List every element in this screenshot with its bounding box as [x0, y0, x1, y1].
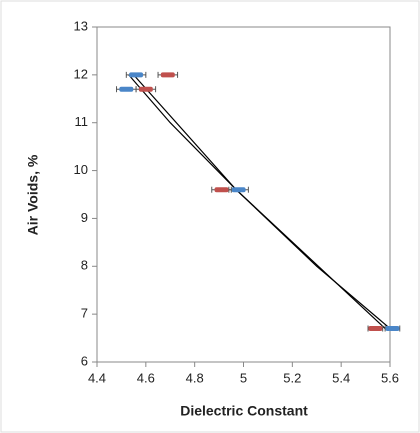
y-tick-label: 8: [81, 258, 88, 273]
point: [385, 326, 400, 331]
point: [138, 86, 153, 92]
x-tick-label: 4.4: [88, 370, 106, 385]
x-tick-label: 5.4: [332, 370, 350, 385]
y-tick-label: 9: [81, 210, 88, 225]
point: [160, 72, 175, 78]
x-tick-label: 5: [240, 370, 247, 385]
x-tick-label: 4.6: [137, 370, 155, 385]
y-tick-label: 13: [74, 18, 88, 33]
y-tick-label: 11: [75, 114, 89, 129]
point: [368, 326, 383, 331]
y-tick-label: 7: [81, 306, 88, 321]
x-tick-label: 5.2: [283, 370, 301, 385]
x-tick-label: 4.8: [186, 370, 204, 385]
y-tick-label: 10: [74, 162, 88, 177]
x-tick-label: 5.6: [381, 370, 399, 385]
point: [214, 187, 229, 193]
point: [119, 86, 134, 92]
point: [129, 72, 144, 78]
y-tick-label: 6: [81, 353, 88, 368]
y-axis-label: Air Voids, %: [25, 154, 41, 235]
x-axis-label: Dielectric Constant: [180, 403, 308, 419]
fit-line: [133, 74, 386, 329]
y-tick-label: 12: [74, 66, 88, 81]
point: [231, 187, 246, 193]
